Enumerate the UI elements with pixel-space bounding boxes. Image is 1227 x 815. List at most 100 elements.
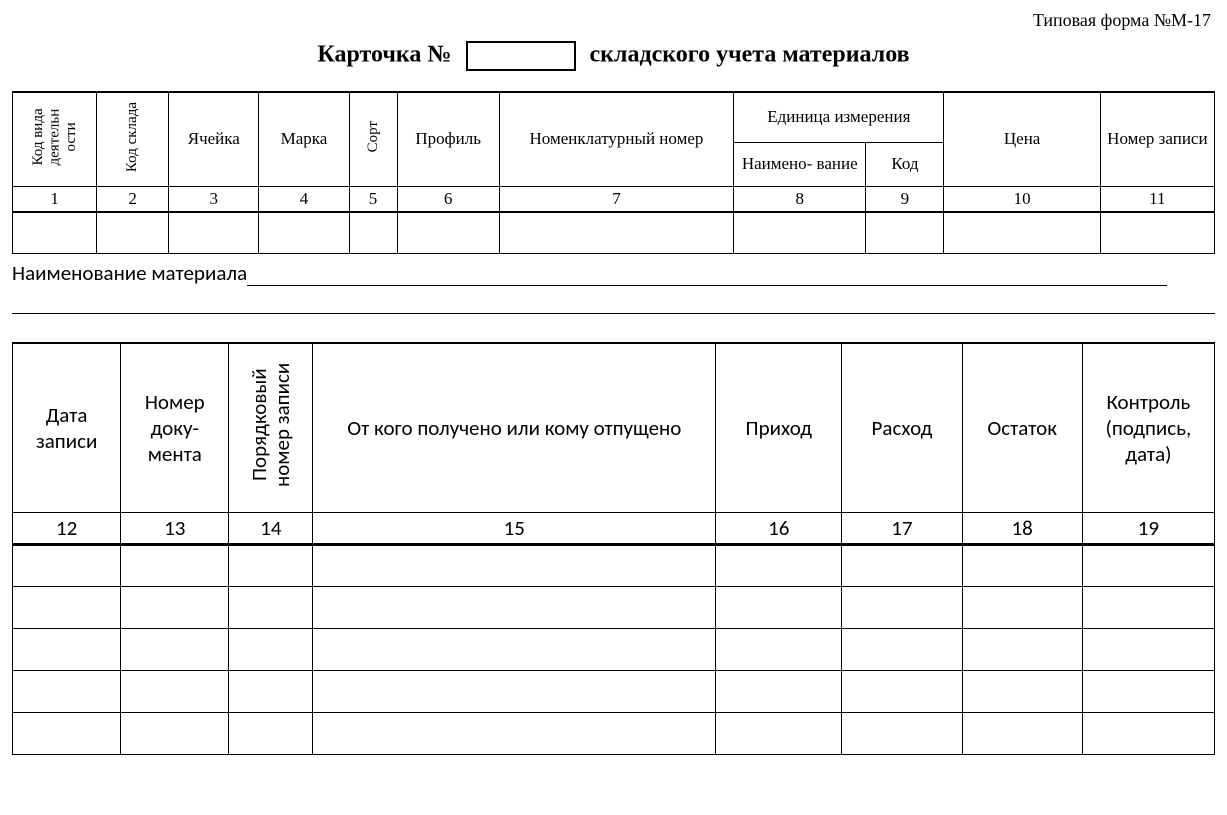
cell-blank[interactable] xyxy=(229,587,313,629)
cell-blank[interactable] xyxy=(313,545,716,587)
col-warehouse-code: Код склада xyxy=(124,98,141,176)
cell-blank[interactable] xyxy=(229,671,313,713)
col-number: 5 xyxy=(349,186,397,212)
cell-blank[interactable] xyxy=(1082,629,1214,671)
cell-blank[interactable] xyxy=(716,713,842,755)
cell-blank[interactable] xyxy=(121,671,229,713)
cell-blank[interactable] xyxy=(962,713,1082,755)
title-left: Карточка № xyxy=(317,42,451,68)
cell-blank[interactable] xyxy=(842,587,962,629)
material-name-line-2[interactable] xyxy=(12,290,1215,314)
document-title: Карточка № складского учета материалов xyxy=(12,41,1215,71)
col-nomenclature: Номенклатурный номер xyxy=(499,92,733,186)
cell-blank[interactable] xyxy=(944,212,1100,254)
col-control: Контроль (подпись, дата) xyxy=(1082,343,1214,513)
col-number: 6 xyxy=(397,186,499,212)
col-number: 4 xyxy=(259,186,349,212)
col-number: 2 xyxy=(97,186,169,212)
col-number: 17 xyxy=(842,513,962,545)
col-date: Дата записи xyxy=(13,343,121,513)
cell-blank[interactable] xyxy=(229,629,313,671)
cell-blank[interactable] xyxy=(313,587,716,629)
col-seq-no: Порядковый номер записи xyxy=(248,346,294,504)
cell-blank[interactable] xyxy=(716,545,842,587)
cell-blank[interactable] xyxy=(734,212,866,254)
col-income: Приход xyxy=(716,343,842,513)
cell-blank[interactable] xyxy=(349,212,397,254)
cell-blank[interactable] xyxy=(313,671,716,713)
card-number-field[interactable] xyxy=(466,41,576,71)
cell-blank[interactable] xyxy=(842,629,962,671)
col-unit-name: Наимено- вание xyxy=(734,142,866,186)
col-number: 10 xyxy=(944,186,1100,212)
col-profile: Профиль xyxy=(397,92,499,186)
cell-blank[interactable] xyxy=(1082,713,1214,755)
cell-blank[interactable] xyxy=(229,713,313,755)
header-info-table: Код вида деятельн ости Код склада Ячейка… xyxy=(12,91,1215,254)
cell-blank[interactable] xyxy=(259,212,349,254)
col-number: 1 xyxy=(13,186,97,212)
cell-blank[interactable] xyxy=(121,587,229,629)
material-name-label: Наименование материала xyxy=(12,260,247,286)
col-number: 9 xyxy=(866,186,944,212)
col-number: 13 xyxy=(121,513,229,545)
cell-blank[interactable] xyxy=(13,587,121,629)
col-from-to: От кого получено или кому отпущено xyxy=(313,343,716,513)
col-doc-no: Номер доку- мента xyxy=(121,343,229,513)
cell-blank[interactable] xyxy=(1082,545,1214,587)
cell-blank[interactable] xyxy=(229,545,313,587)
cell-blank[interactable] xyxy=(962,545,1082,587)
cell-blank[interactable] xyxy=(716,629,842,671)
cell-blank[interactable] xyxy=(716,671,842,713)
cell-blank[interactable] xyxy=(842,713,962,755)
cell-blank[interactable] xyxy=(121,629,229,671)
form-type-label: Типовая форма №М-17 xyxy=(12,10,1215,31)
col-number: 11 xyxy=(1100,186,1214,212)
col-number: 12 xyxy=(13,513,121,545)
col-number: 3 xyxy=(169,186,259,212)
cell-blank[interactable] xyxy=(121,713,229,755)
cell-blank[interactable] xyxy=(842,671,962,713)
col-number: 18 xyxy=(962,513,1082,545)
col-unit-code: Код xyxy=(866,142,944,186)
cell-blank[interactable] xyxy=(313,629,716,671)
cell-blank[interactable] xyxy=(13,545,121,587)
cell-blank[interactable] xyxy=(13,671,121,713)
col-balance: Остаток xyxy=(962,343,1082,513)
cell-blank[interactable] xyxy=(962,629,1082,671)
material-name-field[interactable] xyxy=(247,266,1167,286)
cell-blank[interactable] xyxy=(842,545,962,587)
cell-blank[interactable] xyxy=(97,212,169,254)
cell-blank[interactable] xyxy=(1100,212,1214,254)
cell-blank[interactable] xyxy=(962,587,1082,629)
col-number: 14 xyxy=(229,513,313,545)
cell-blank[interactable] xyxy=(169,212,259,254)
cell-blank[interactable] xyxy=(866,212,944,254)
col-record-no: Номер записи xyxy=(1100,92,1214,186)
cell-blank[interactable] xyxy=(962,671,1082,713)
cell-blank[interactable] xyxy=(1082,587,1214,629)
col-price: Цена xyxy=(944,92,1100,186)
cell-blank[interactable] xyxy=(397,212,499,254)
col-number: 16 xyxy=(716,513,842,545)
cell-blank[interactable] xyxy=(13,629,121,671)
col-sort: Сорт xyxy=(365,117,382,156)
col-activity-code: Код вида деятельн ости xyxy=(30,93,80,182)
cell-blank[interactable] xyxy=(313,713,716,755)
col-cell: Ячейка xyxy=(169,92,259,186)
col-brand: Марка xyxy=(259,92,349,186)
col-number: 7 xyxy=(499,186,733,212)
cell-blank[interactable] xyxy=(1082,671,1214,713)
cell-blank[interactable] xyxy=(499,212,733,254)
cell-blank[interactable] xyxy=(716,587,842,629)
col-number: 19 xyxy=(1082,513,1214,545)
col-unit-group: Единица измерения xyxy=(734,92,944,142)
movements-table: Дата записи Номер доку- мента Порядковый… xyxy=(12,342,1215,755)
cell-blank[interactable] xyxy=(121,545,229,587)
cell-blank[interactable] xyxy=(13,713,121,755)
col-outcome: Расход xyxy=(842,343,962,513)
col-number: 15 xyxy=(313,513,716,545)
col-number: 8 xyxy=(734,186,866,212)
title-right: складского учета материалов xyxy=(590,42,910,68)
cell-blank[interactable] xyxy=(13,212,97,254)
